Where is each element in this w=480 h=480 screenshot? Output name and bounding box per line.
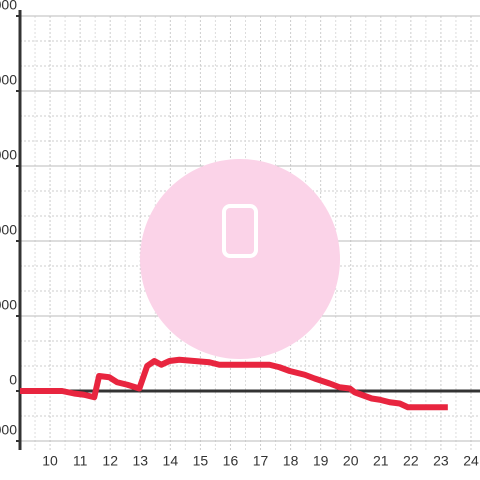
watermark-phone (222, 204, 258, 258)
watermark-circle (140, 159, 340, 359)
x-tick-label: 17 (253, 453, 269, 469)
y-tick-label: 150,000 (0, 0, 17, 13)
x-tick-label: 13 (132, 453, 148, 469)
x-tick-label: 20 (343, 453, 359, 469)
x-tick-label: 22 (403, 453, 419, 469)
x-tick-label: 18 (283, 453, 299, 469)
x-tick-label: 12 (102, 453, 118, 469)
x-tick-label: 21 (373, 453, 389, 469)
y-tick-label: 0 (9, 372, 17, 388)
y-tick-label: 30,000 (0, 297, 17, 313)
x-tick-label: 10 (42, 453, 58, 469)
x-tick-label: 16 (223, 453, 239, 469)
y-tick-label: 120,000 (0, 72, 17, 88)
x-tick-label: 15 (193, 453, 209, 469)
x-tick-label: 23 (433, 453, 449, 469)
x-tick-label: 19 (313, 453, 329, 469)
x-tick-label: 11 (73, 453, 88, 469)
y-tick-label: 90,000 (0, 147, 17, 163)
line (20, 356, 448, 411)
y-tick-label: -20,000 (0, 422, 17, 438)
x-tick-label: 14 (163, 453, 179, 469)
x-tick-label: 24 (463, 453, 479, 469)
watermark (140, 159, 340, 359)
y-tick-label: 60,000 (0, 222, 17, 238)
